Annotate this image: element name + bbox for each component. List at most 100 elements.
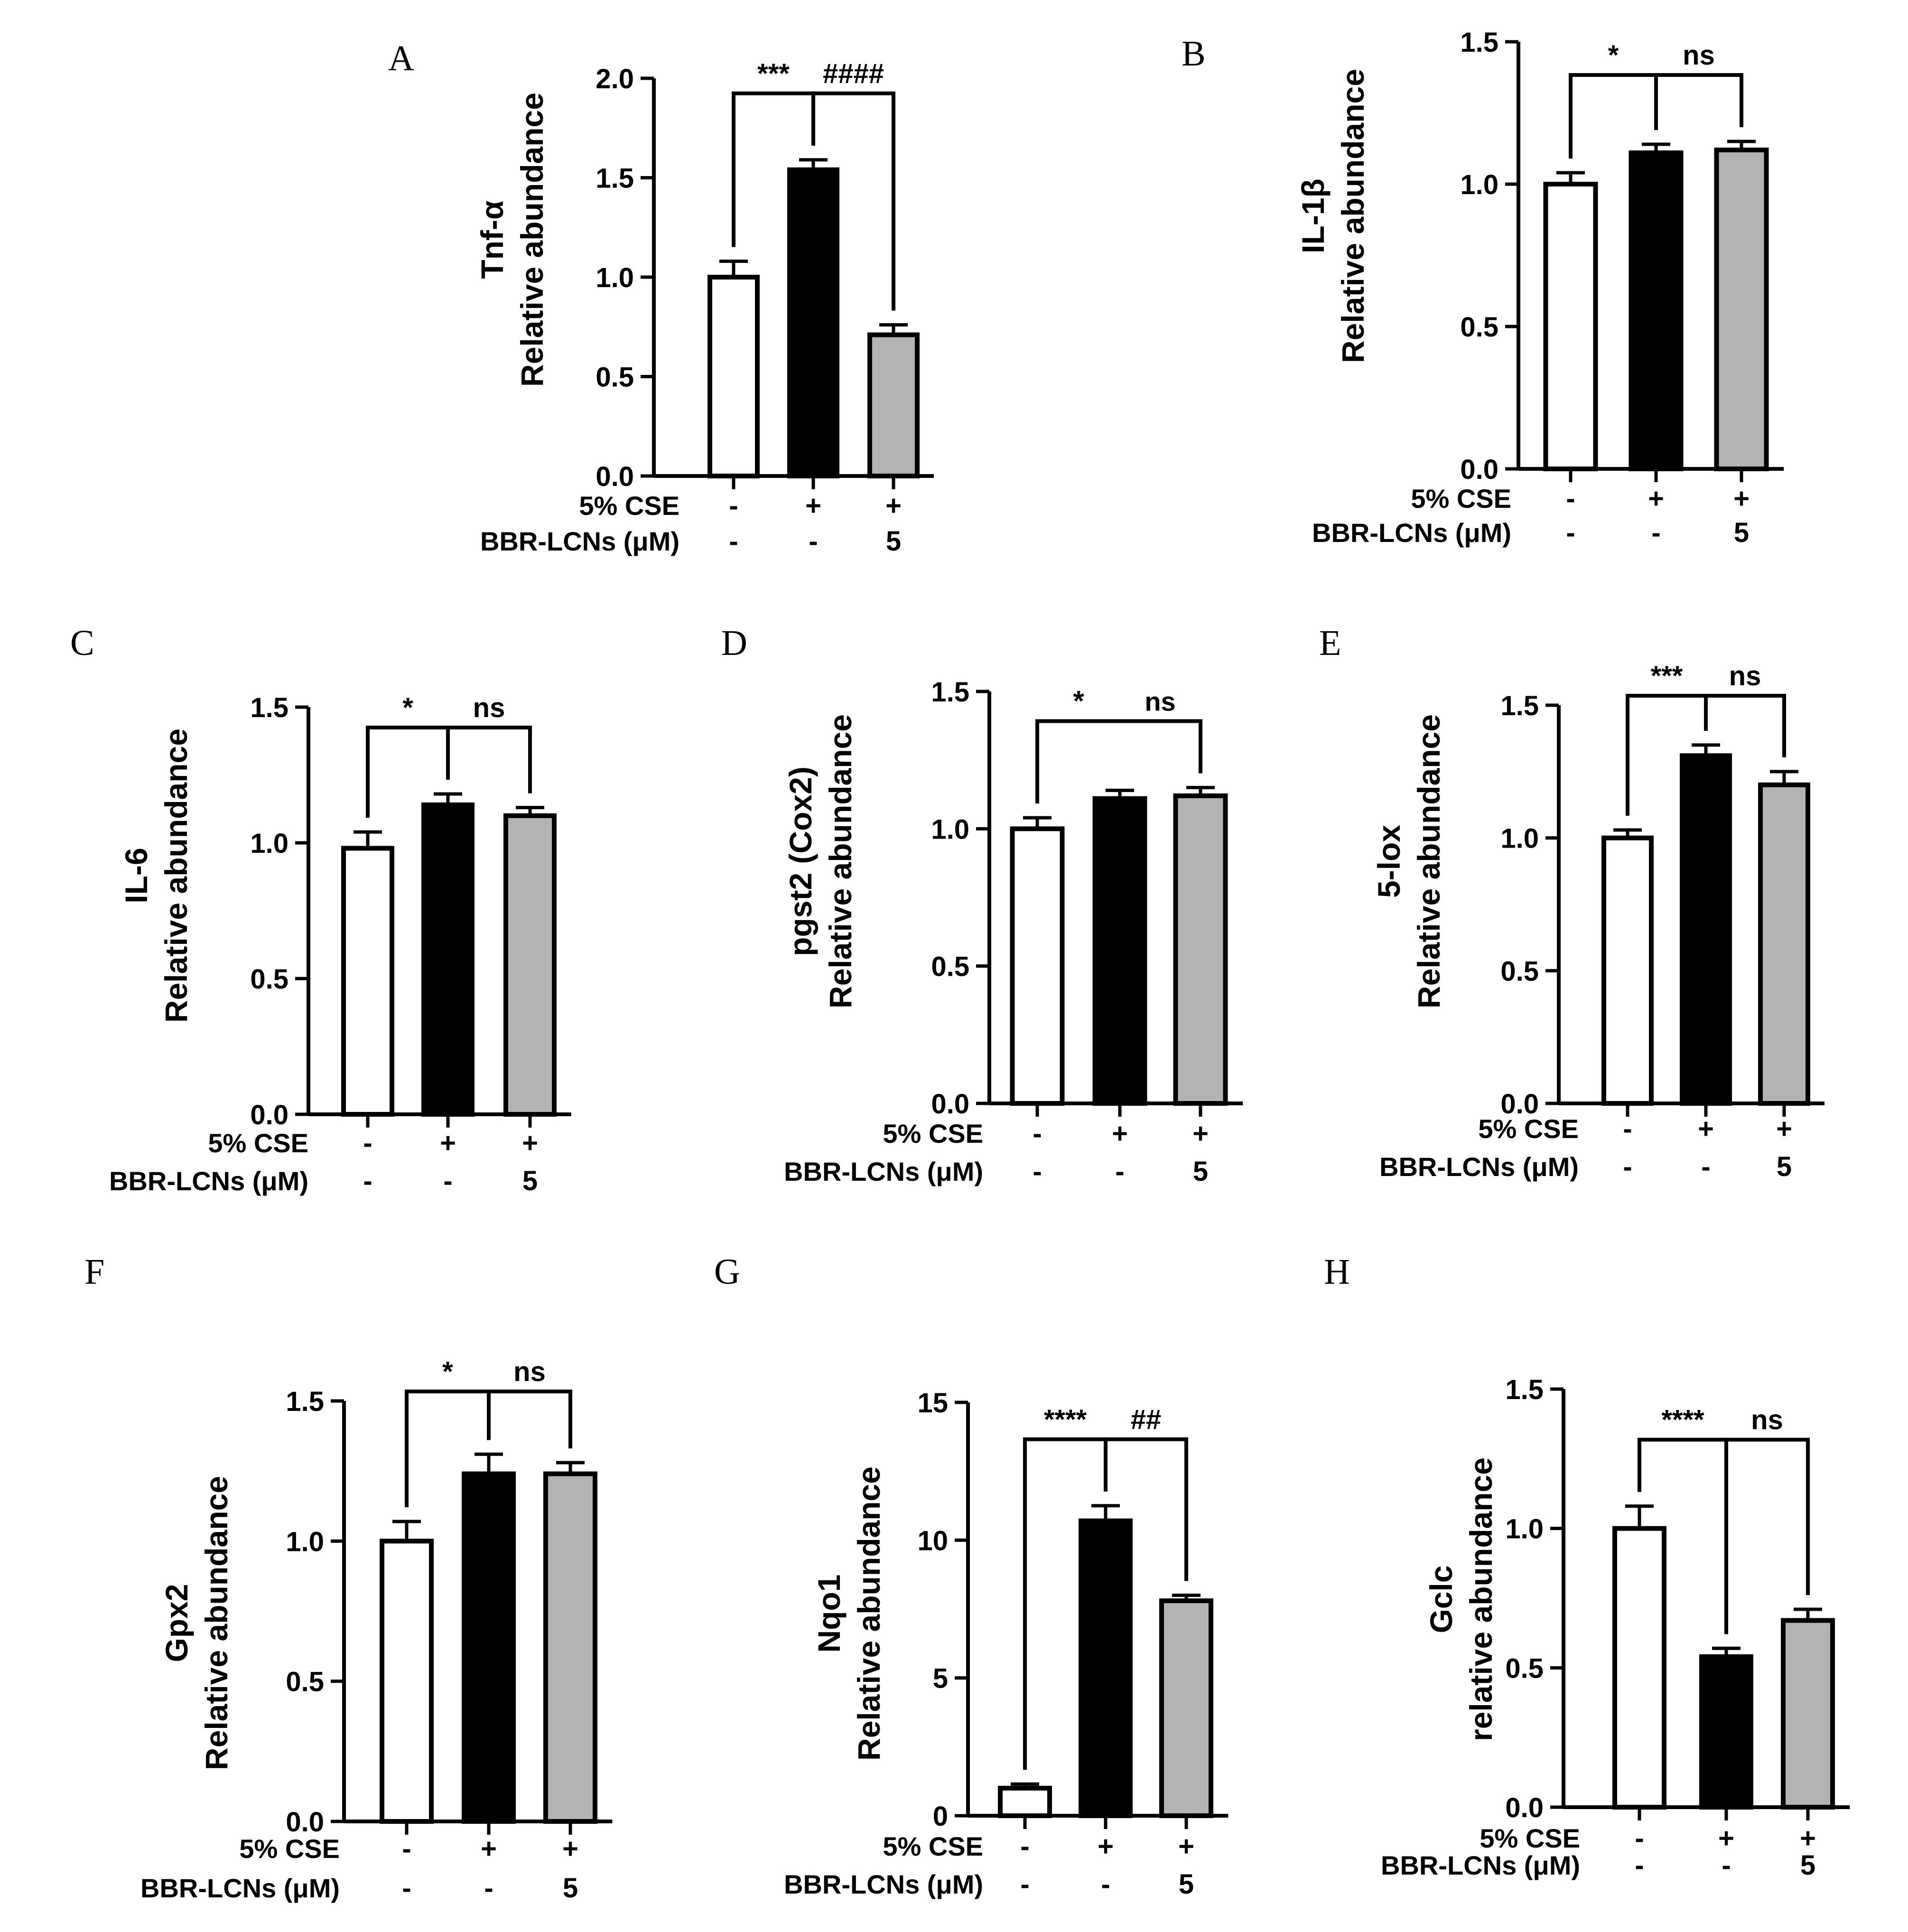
bbr-row-value: - xyxy=(809,526,818,557)
bbr-row-value: - xyxy=(1651,517,1660,548)
panel-a: A Tnf-α Relative abundance 0.0 0.5 1.0 1.5 2.0 5… xyxy=(388,38,934,557)
significance-label: *** xyxy=(757,58,790,89)
cse-row-value: + xyxy=(1698,1113,1714,1144)
bbr-row-value: 5 xyxy=(522,1166,538,1196)
y-tick-label: 0.5 xyxy=(1460,312,1498,343)
y-tick-label: 0.5 xyxy=(931,952,969,982)
bar-treated xyxy=(1159,1598,1213,1819)
y-axis-label-line: IL-6 xyxy=(119,848,154,903)
panel-g: G Nqo1 Relative abundance 0 5 10 15 5% CSE BBR-L… xyxy=(714,1252,1229,1900)
significance-label: * xyxy=(1608,40,1619,71)
bbr-row-value: - xyxy=(1701,1151,1710,1182)
row-label-bbr: BBR-LCNs (μM) xyxy=(1312,518,1511,548)
y-tick-label: 1.5 xyxy=(596,163,634,194)
panel-letter: H xyxy=(1324,1252,1350,1292)
significance-bracket xyxy=(446,726,532,793)
y-axis-label: Nqo1 Relative abundance xyxy=(811,1466,886,1761)
significance-label: * xyxy=(402,692,413,723)
y-tick-label: 0.0 xyxy=(286,1807,324,1838)
y-axis-label-line: Gclc xyxy=(1424,1565,1459,1633)
significance-label: **** xyxy=(1044,1404,1087,1435)
y-axis-label-line: pgst2 (Cox2) xyxy=(783,766,818,956)
cse-row-value: + xyxy=(885,490,902,521)
cse-row-value: - xyxy=(1566,483,1575,514)
panel-letter: G xyxy=(714,1252,740,1292)
bar-control xyxy=(1543,182,1598,471)
row-label-cse: 5% CSE xyxy=(883,1119,983,1148)
bar-control xyxy=(1010,826,1065,1106)
bar-control xyxy=(341,846,394,1117)
row-label-cse: 5% CSE xyxy=(883,1831,983,1861)
bbr-row-value: - xyxy=(1566,517,1575,548)
significance-bracket xyxy=(1654,73,1743,130)
significance-bracket xyxy=(1724,1437,1810,1634)
row-label-bbr: BBR-LCNs (μM) xyxy=(109,1166,308,1196)
cse-row-value: + xyxy=(805,490,821,521)
significance-label: ## xyxy=(1131,1404,1162,1435)
y-axis-label-line: relative abundance xyxy=(1463,1457,1498,1741)
bar-control xyxy=(1601,835,1654,1106)
bar-control xyxy=(707,275,760,478)
y-tick-label: 1.0 xyxy=(250,828,289,859)
panel-letter: D xyxy=(721,623,747,663)
y-tick-label: 5 xyxy=(933,1663,948,1694)
cse-row-value: - xyxy=(1033,1118,1042,1149)
panel-b: B IL-1β Relative abundance 0.0 0.5 1.0 1.5 5% C… xyxy=(1182,27,1784,548)
y-tick-label: 15 xyxy=(917,1388,948,1419)
bbr-row-value: 5 xyxy=(1193,1156,1208,1187)
panel-f: F Gpx2 Relative abundance 0.0 0.5 1.0 1.5 5% CS… xyxy=(84,1252,613,1904)
panel-letter: F xyxy=(84,1252,104,1292)
bbr-row-value: - xyxy=(729,526,738,557)
row-label-cse: 5% CSE xyxy=(1480,1823,1580,1853)
panel-letter: C xyxy=(70,623,94,663)
cse-row-value: - xyxy=(1623,1113,1632,1144)
y-axis-label-line: Relative abundance xyxy=(514,93,549,387)
significance-bracket xyxy=(1104,1437,1188,1581)
y-axis-label-line: Relative abundance xyxy=(851,1466,886,1761)
panel-c: C IL-6 Relative abundance 0.0 0.5 1.0 1.5 5% CS… xyxy=(70,623,571,1196)
row-label-bbr: BBR-LCNs (μM) xyxy=(1381,1850,1580,1880)
cse-row-value: + xyxy=(1800,1823,1816,1854)
bbr-row-value: - xyxy=(402,1873,411,1904)
panel-letter: E xyxy=(1319,623,1341,663)
y-axis-label: 5-lox Relative abundance xyxy=(1371,714,1446,1008)
bar-treated xyxy=(1758,782,1810,1106)
cse-row-value: + xyxy=(1718,1823,1734,1854)
cse-row-value: + xyxy=(522,1128,538,1158)
bbr-row-value: 5 xyxy=(563,1873,578,1904)
significance-label: ns xyxy=(1751,1405,1783,1436)
row-label-cse: 5% CSE xyxy=(579,491,679,521)
cse-row-value: + xyxy=(1776,1113,1792,1144)
cse-row-value: - xyxy=(1635,1823,1644,1854)
cse-row-value: + xyxy=(1192,1118,1209,1149)
y-tick-label: 1.5 xyxy=(931,677,969,708)
panel-h: H Gclc relative abundance 0.0 0.5 1.0 1.5 5% CS… xyxy=(1324,1252,1850,1881)
y-axis-label: pgst2 (Cox2) Relative abundance xyxy=(783,714,858,1008)
y-tick-label: 1.5 xyxy=(1460,27,1498,58)
bbr-row-value: - xyxy=(484,1873,493,1904)
y-tick-label: 1.0 xyxy=(931,814,969,845)
cse-row-value: + xyxy=(440,1128,456,1158)
bbr-row-value: 5 xyxy=(1179,1869,1194,1900)
significance-label: ns xyxy=(1729,661,1761,691)
bbr-row-value: 5 xyxy=(1734,517,1749,548)
significance-bracket xyxy=(487,1390,572,1448)
significance-bracket xyxy=(1569,73,1658,159)
y-tick-label: 1.0 xyxy=(1460,169,1498,200)
y-tick-label: 0.0 xyxy=(250,1100,289,1130)
y-axis-label-line: Relative abundance xyxy=(158,728,194,1023)
significance-label: ns xyxy=(473,692,505,723)
cse-row-value: - xyxy=(1020,1831,1029,1862)
significance-label: *** xyxy=(1651,661,1683,691)
bar-cse xyxy=(1680,753,1732,1106)
y-tick-label: 1.0 xyxy=(596,262,634,293)
row-label-bbr: BBR-LCNs (μM) xyxy=(480,526,679,556)
y-axis-label: Gpx2 Relative abundance xyxy=(159,1476,234,1770)
y-axis-label-line: IL-1β xyxy=(1295,178,1331,253)
bar-treated xyxy=(1714,148,1769,471)
row-label-cse: 5% CSE xyxy=(1478,1114,1579,1144)
row-label-bbr: BBR-LCNs (μM) xyxy=(1379,1152,1579,1182)
y-tick-label: 0.0 xyxy=(1460,454,1498,485)
y-axis-label: Tnf-α Relative abundance xyxy=(475,93,549,387)
y-tick-label: 1.0 xyxy=(286,1526,324,1557)
